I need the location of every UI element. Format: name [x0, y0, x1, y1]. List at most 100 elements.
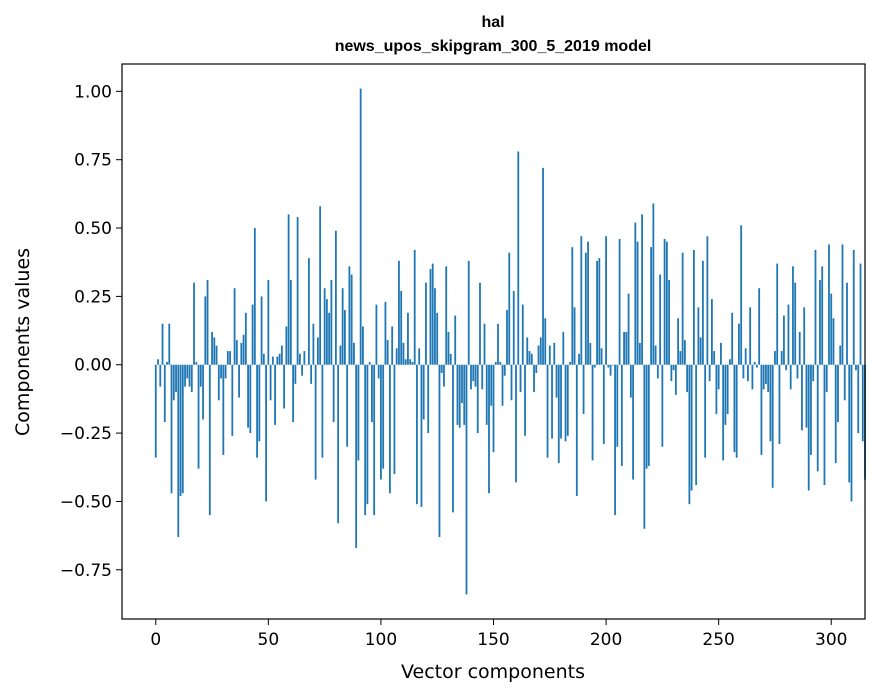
bar	[170, 364, 173, 494]
bar	[334, 230, 337, 365]
bar	[843, 364, 846, 401]
bar	[163, 364, 166, 423]
bar	[418, 348, 421, 365]
bar	[283, 364, 286, 409]
bar	[591, 364, 594, 461]
bar	[298, 353, 301, 365]
bar	[756, 364, 758, 368]
bar	[767, 364, 770, 393]
x-tick-label: 50	[258, 630, 280, 650]
bar	[776, 263, 779, 365]
bar	[681, 252, 684, 365]
bar	[447, 331, 450, 365]
bar	[238, 364, 240, 398]
bar	[305, 364, 308, 366]
bars-group	[154, 88, 866, 595]
bar	[735, 364, 738, 458]
bar	[229, 351, 231, 365]
bar	[233, 288, 236, 365]
bar	[377, 364, 380, 379]
bar	[539, 337, 542, 365]
bar	[195, 362, 198, 365]
bar	[814, 249, 817, 365]
bar	[296, 217, 299, 365]
bar	[611, 364, 614, 366]
bar	[222, 364, 225, 455]
bar	[479, 282, 481, 365]
bar	[438, 364, 441, 537]
bar	[506, 310, 508, 365]
bar	[380, 364, 382, 480]
bar	[751, 364, 754, 390]
bar	[217, 364, 220, 401]
bar	[609, 364, 612, 376]
bar	[445, 266, 448, 365]
bar	[458, 364, 461, 428]
bar	[542, 167, 544, 365]
bar	[503, 364, 506, 376]
bar	[337, 364, 340, 524]
bar	[823, 364, 826, 486]
bar	[391, 326, 394, 365]
bar	[801, 364, 803, 431]
bar	[497, 323, 499, 365]
bar	[742, 364, 745, 379]
bar	[553, 342, 556, 365]
bar	[231, 364, 234, 436]
bar	[328, 312, 331, 365]
bar	[852, 249, 855, 365]
bar	[449, 353, 452, 365]
bar	[850, 364, 853, 502]
bar	[857, 364, 860, 434]
bar	[798, 331, 801, 365]
bar	[760, 364, 763, 455]
bar	[280, 345, 283, 365]
bar	[758, 288, 761, 365]
bar	[593, 364, 596, 368]
bar	[285, 326, 288, 365]
bar	[560, 364, 562, 439]
bar	[235, 340, 238, 365]
bar	[413, 249, 416, 365]
bar	[501, 364, 504, 406]
bar	[729, 359, 731, 365]
bar	[528, 351, 531, 365]
bar	[629, 364, 632, 398]
bar	[634, 222, 637, 365]
bar	[861, 364, 864, 442]
bar	[812, 364, 815, 382]
bar	[837, 364, 839, 423]
bar	[425, 282, 427, 365]
bar	[476, 364, 479, 434]
bar	[303, 351, 306, 365]
y-tick-label: 0.75	[74, 151, 112, 171]
bar	[519, 364, 522, 393]
bar	[708, 364, 711, 382]
bar	[294, 364, 297, 384]
bar	[292, 364, 295, 423]
bar	[632, 364, 634, 480]
bar	[652, 203, 655, 365]
bar	[762, 364, 765, 390]
bar	[373, 364, 376, 516]
bar	[301, 364, 304, 376]
bar	[386, 340, 389, 365]
bar	[177, 364, 180, 537]
bar	[411, 362, 414, 365]
bar	[562, 331, 565, 365]
bar	[202, 364, 204, 420]
bar	[706, 236, 709, 365]
bar	[456, 364, 459, 425]
bar	[452, 364, 454, 513]
bar	[855, 364, 857, 371]
bar	[166, 362, 168, 365]
bar	[672, 364, 675, 371]
bar	[422, 364, 425, 420]
bar	[596, 260, 598, 365]
bar	[713, 351, 716, 365]
bar	[834, 364, 837, 464]
bar	[517, 151, 520, 365]
bar	[832, 318, 835, 365]
bar	[314, 364, 317, 480]
chart-title: hal	[481, 14, 504, 31]
